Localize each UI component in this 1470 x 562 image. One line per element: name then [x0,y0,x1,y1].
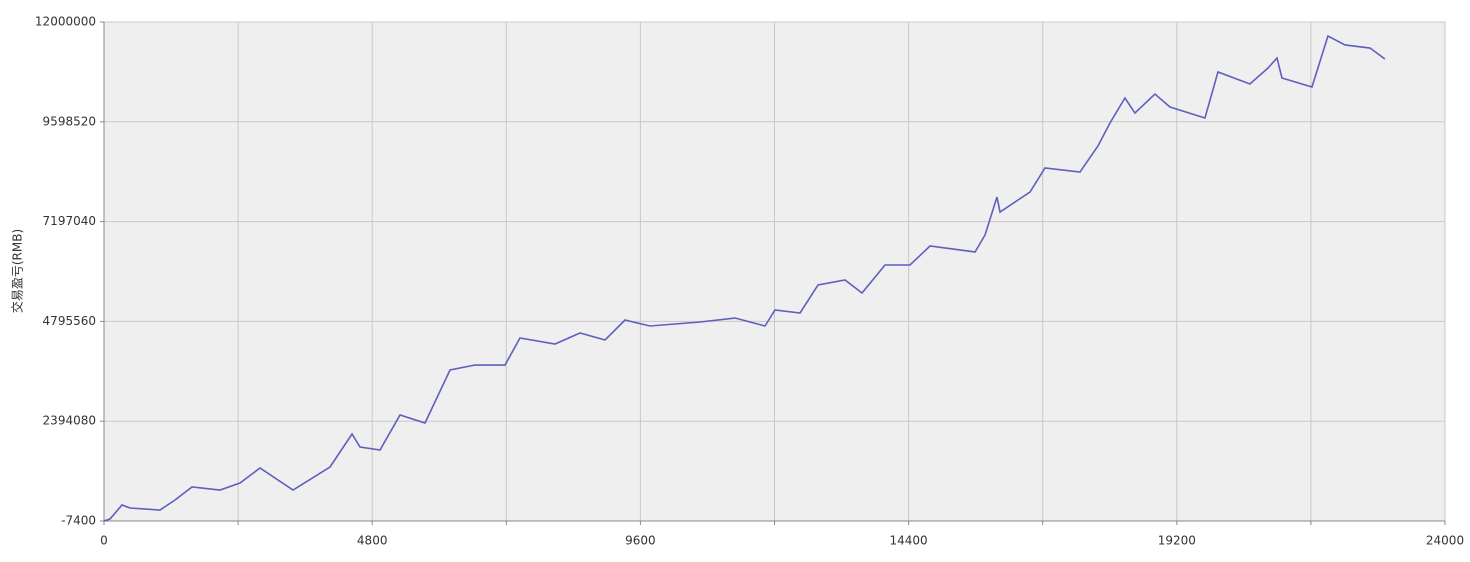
y-tick-label: 4795560 [43,314,96,328]
x-tick-label: 9600 [625,534,656,548]
y-tick-label: 2394080 [43,414,96,428]
x-tick-label: 19200 [1158,534,1196,548]
x-tick-label: 24000 [1426,534,1464,548]
x-tick-label: 4800 [357,534,388,548]
x-tick-label: 14400 [890,534,928,548]
data-line [103,34,1386,522]
y-tick-label: 7197040 [43,214,96,228]
x-tick-label: 0 [100,534,108,548]
y-tick-label: 9598520 [43,114,96,128]
y-tick-label: 12000000 [35,15,96,29]
y-tick-label: -7400 [61,514,96,528]
y-axis-label: 交易盈亏(RMB) [10,229,25,313]
